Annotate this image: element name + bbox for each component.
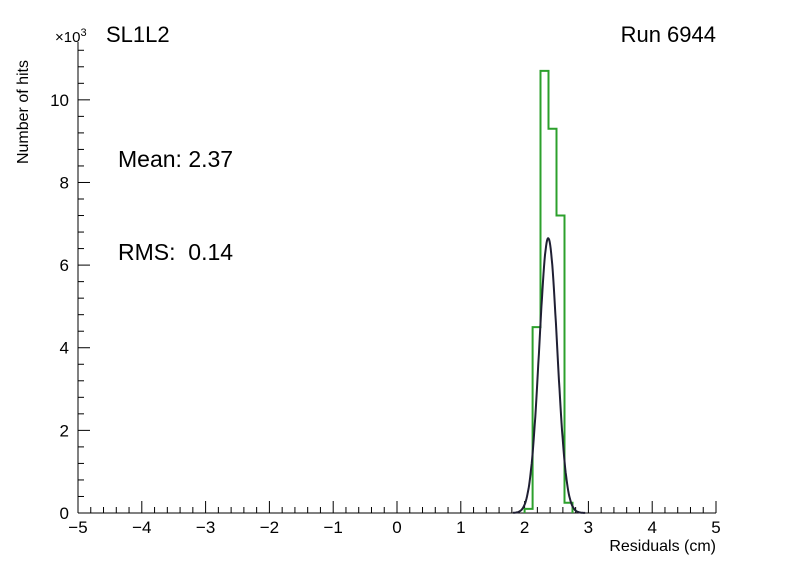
x-tick-label: 1 <box>456 518 465 537</box>
run-label: Run 6944 <box>620 22 716 47</box>
y-axis-multiplier: ×103 <box>55 27 87 46</box>
x-tick-label: 4 <box>647 518 656 537</box>
x-tick-label: 0 <box>392 518 401 537</box>
y-tick-label: 10 <box>50 91 69 110</box>
x-tick-label: 2 <box>520 518 529 537</box>
histogram-outline <box>523 69 574 513</box>
x-tick-label: −4 <box>132 518 151 537</box>
y-tick-label: 0 <box>60 504 69 523</box>
fit-curve <box>512 237 586 514</box>
x-tick-label: 3 <box>584 518 593 537</box>
stats-box: Mean: 2.37 RMS: 0.14 <box>118 82 233 330</box>
y-axis-multiplier-exponent: 3 <box>80 27 87 39</box>
x-tick-label: −3 <box>196 518 215 537</box>
y-axis-title: Number of hits <box>15 59 32 165</box>
stat-rms: RMS: 0.14 <box>118 239 234 265</box>
histogram-title: SL1L2 <box>106 22 170 47</box>
x-tick-label: 5 <box>711 518 720 537</box>
x-tick-label: −2 <box>260 518 279 537</box>
stat-mean: Mean: 2.37 <box>118 146 234 172</box>
y-tick-label: 6 <box>60 256 69 275</box>
y-axis-multiplier-base: ×10 <box>55 29 81 46</box>
x-tick-label: −5 <box>68 518 87 537</box>
x-axis-title: Residuals (cm) <box>609 538 716 555</box>
y-tick-label: 4 <box>60 339 69 358</box>
x-tick-label: −1 <box>324 518 343 537</box>
y-tick-label: 8 <box>60 173 69 192</box>
y-tick-label: 2 <box>60 421 69 440</box>
